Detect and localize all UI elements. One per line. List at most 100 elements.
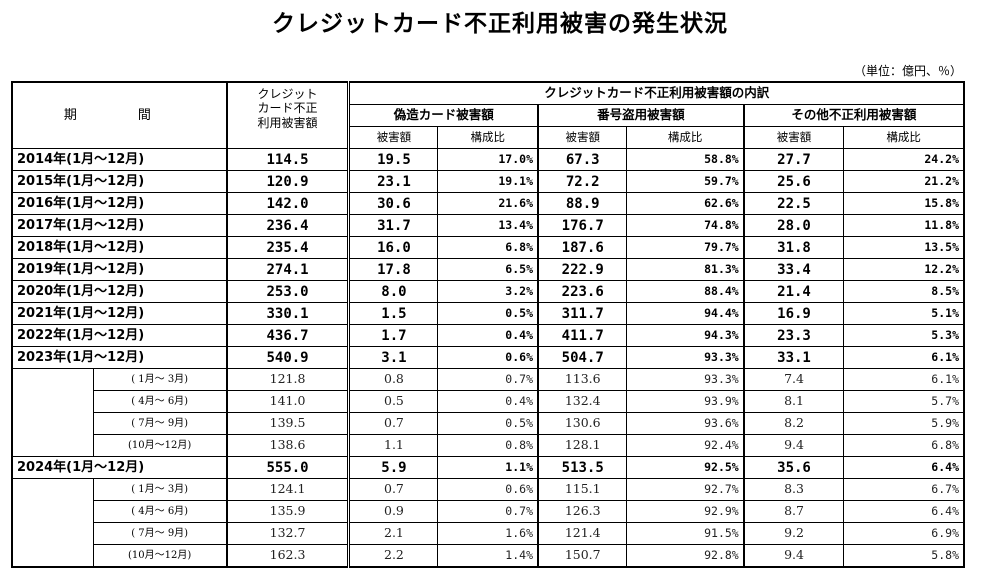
other-amount-cell: 33.1 <box>743 346 845 369</box>
total-damage-cell: 124.1 <box>226 478 351 501</box>
other-amount-cell: 22.5 <box>743 192 845 215</box>
unit-note: （単位：億円、％） <box>853 64 962 78</box>
theft-ratio-cell: 88.4% <box>626 280 745 303</box>
forged-amount-cell: 0.5 <box>348 390 439 413</box>
theft-amount-cell: 223.6 <box>537 280 628 303</box>
total-damage-cell: 141.0 <box>226 390 351 413</box>
other-ratio-header: 構成比 <box>843 126 965 149</box>
year-row: 2016年(1月～12月) 142.0 30.6 21.6% 88.9 62.6% 22.5… <box>11 192 965 215</box>
theft-amount-cell: 67.3 <box>537 148 628 171</box>
other-ratio-cell: 5.3% <box>843 324 965 347</box>
forged-ratio-cell: 0.4% <box>437 324 540 347</box>
other-ratio-cell: 5.7% <box>843 390 965 413</box>
forged-amount-cell: 3.1 <box>348 346 439 369</box>
total-damage-cell: 121.8 <box>226 368 351 391</box>
forged-amount-cell: 0.9 <box>348 500 439 523</box>
theft-ratio-cell: 92.8% <box>626 544 745 568</box>
forged-amount-cell: 5.9 <box>348 456 439 479</box>
quarter-row: (10月～12月) 138.6 1.1 0.8% 128.1 92.4% 9.4 6.8% <box>11 434 965 457</box>
other-amount-cell: 8.2 <box>743 412 845 435</box>
total-damage-cell: 114.5 <box>226 148 351 171</box>
other-ratio-cell: 6.1% <box>843 346 965 369</box>
forged-ratio-cell: 3.2% <box>437 280 540 303</box>
quarter-label-cell: ( 1月～ 3月) <box>92 478 228 501</box>
year-row: 2017年(1月～12月) 236.4 31.7 13.4% 176.7 74.8% 28.… <box>11 214 965 237</box>
forged-ratio-cell: 0.7% <box>437 368 540 391</box>
forged-amount-cell: 31.7 <box>348 214 439 237</box>
other-ratio-cell: 12.2% <box>843 258 965 281</box>
year-row: 2018年(1月～12月) 235.4 16.0 6.8% 187.6 79.7% 31.8… <box>11 236 965 259</box>
forged-amount-cell: 1.1 <box>348 434 439 457</box>
indent-spacer <box>11 412 94 435</box>
forged-ratio-cell: 6.8% <box>437 236 540 259</box>
indent-spacer <box>11 434 94 457</box>
total-damage-cell: 142.0 <box>226 192 351 215</box>
quarter-label-cell: ( 4月～ 6月) <box>92 390 228 413</box>
theft-ratio-cell: 91.5% <box>626 522 745 545</box>
theft-ratio-cell: 92.9% <box>626 500 745 523</box>
forged-ratio-cell: 0.8% <box>437 434 540 457</box>
quarter-row: ( 7月～ 9月) 139.5 0.7 0.5% 130.6 93.6% 8.2 5.9% <box>11 412 965 435</box>
theft-amount-cell: 126.3 <box>537 500 628 523</box>
theft-ratio-cell: 92.4% <box>626 434 745 457</box>
total-header: クレジット カード不正 利用被害額 <box>226 81 351 149</box>
theft-amount-cell: 504.7 <box>537 346 628 369</box>
quarter-row: ( 1月～ 3月) 124.1 0.7 0.6% 115.1 92.7% 8.3 6.7% <box>11 478 965 501</box>
forged-amount-cell: 16.0 <box>348 236 439 259</box>
theft-amount-cell: 187.6 <box>537 236 628 259</box>
other-amount-cell: 21.4 <box>743 280 845 303</box>
other-amount-cell: 9.4 <box>743 544 845 568</box>
quarter-row: ( 7月～ 9月) 132.7 2.1 1.6% 121.4 91.5% 9.2 6.9% <box>11 522 965 545</box>
theft-ratio-cell: 81.3% <box>626 258 745 281</box>
theft-ratio-cell: 79.7% <box>626 236 745 259</box>
year-row: 2022年(1月～12月) 436.7 1.7 0.4% 411.7 94.3% 23.3 5… <box>11 324 965 347</box>
theft-amount-cell: 513.5 <box>537 456 628 479</box>
breakdown-header: クレジットカード不正利用被害額の内訳 <box>348 81 965 105</box>
other-ratio-cell: 6.1% <box>843 368 965 391</box>
theft-ratio-cell: 62.6% <box>626 192 745 215</box>
total-damage-cell: 120.9 <box>226 170 351 193</box>
forged-amount-cell: 0.8 <box>348 368 439 391</box>
theft-ratio-cell: 93.6% <box>626 412 745 435</box>
other-ratio-cell: 6.8% <box>843 434 965 457</box>
other-amount-cell: 33.4 <box>743 258 845 281</box>
theft-amount-cell: 150.7 <box>537 544 628 568</box>
year-row: 2019年(1月～12月) 274.1 17.8 6.5% 222.9 81.3% 33.4… <box>11 258 965 281</box>
forged-amount-cell: 8.0 <box>348 280 439 303</box>
theft-ratio-cell: 74.8% <box>626 214 745 237</box>
other-ratio-cell: 6.7% <box>843 478 965 501</box>
total-header-line1: クレジット <box>257 87 318 101</box>
forged-ratio-cell: 6.5% <box>437 258 540 281</box>
other-ratio-cell: 21.2% <box>843 170 965 193</box>
total-header-line3: 利用被害額 <box>257 115 318 130</box>
quarter-label-cell: ( 1月～ 3月) <box>92 368 228 391</box>
total-damage-cell: 135.9 <box>226 500 351 523</box>
quarter-label-cell: ( 7月～ 9月) <box>92 412 228 435</box>
theft-amount-cell: 130.6 <box>537 412 628 435</box>
forged-ratio-cell: 21.6% <box>437 192 540 215</box>
other-amount-cell: 7.4 <box>743 368 845 391</box>
period-cell: 2024年(1月～12月) <box>11 456 228 479</box>
theft-ratio-cell: 93.3% <box>626 346 745 369</box>
year-row: 2015年(1月～12月) 120.9 23.1 19.1% 72.2 59.7% 25.6… <box>11 170 965 193</box>
indent-spacer <box>11 500 94 523</box>
other-amount-cell: 31.8 <box>743 236 845 259</box>
total-damage-cell: 132.7 <box>226 522 351 545</box>
theft-amount-cell: 222.9 <box>537 258 628 281</box>
quarter-label-cell: ( 4月～ 6月) <box>92 500 228 523</box>
forged-ratio-cell: 0.7% <box>437 500 540 523</box>
period-cell: 2016年(1月～12月) <box>11 192 228 215</box>
other-ratio-cell: 11.8% <box>843 214 965 237</box>
header-row-3: 被害額 構成比 被害額 構成比 被害額 構成比 <box>12 126 965 149</box>
other-ratio-cell: 15.8% <box>843 192 965 215</box>
forged-ratio-cell: 0.4% <box>437 390 540 413</box>
quarter-row: ( 4月～ 6月) 141.0 0.5 0.4% 132.4 93.9% 8.1 5.7% <box>11 390 965 413</box>
other-header: その他不正利用被害額 <box>743 104 965 127</box>
forged-ratio-cell: 0.6% <box>437 346 540 369</box>
other-amount-cell: 35.6 <box>743 456 845 479</box>
forged-ratio-cell: 13.4% <box>437 214 540 237</box>
theft-ratio-cell: 94.3% <box>626 324 745 347</box>
forged-ratio-cell: 0.5% <box>437 412 540 435</box>
forged-ratio-cell: 19.1% <box>437 170 540 193</box>
theft-ratio-cell: 58.8% <box>626 148 745 171</box>
